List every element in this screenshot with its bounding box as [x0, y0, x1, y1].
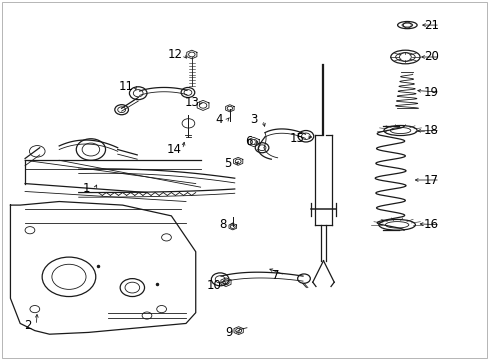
- Text: 10: 10: [206, 279, 221, 292]
- Text: 17: 17: [423, 174, 438, 186]
- Text: 15: 15: [289, 131, 304, 145]
- Text: 11: 11: [118, 80, 133, 93]
- Text: 21: 21: [423, 19, 438, 32]
- Text: 7: 7: [272, 269, 279, 282]
- Text: 3: 3: [250, 113, 257, 126]
- Text: 8: 8: [219, 218, 226, 231]
- Text: 13: 13: [184, 96, 199, 109]
- Text: 5: 5: [224, 157, 231, 170]
- Text: 6: 6: [244, 135, 252, 148]
- Text: 18: 18: [423, 124, 438, 137]
- Text: 14: 14: [166, 143, 181, 156]
- Text: 20: 20: [423, 50, 438, 63]
- Text: 9: 9: [224, 326, 232, 339]
- Text: 16: 16: [423, 218, 438, 231]
- Text: 19: 19: [423, 86, 438, 99]
- Text: 4: 4: [214, 113, 222, 126]
- Text: 12: 12: [167, 48, 182, 61]
- Text: 2: 2: [24, 319, 31, 332]
- Text: 1: 1: [82, 183, 90, 195]
